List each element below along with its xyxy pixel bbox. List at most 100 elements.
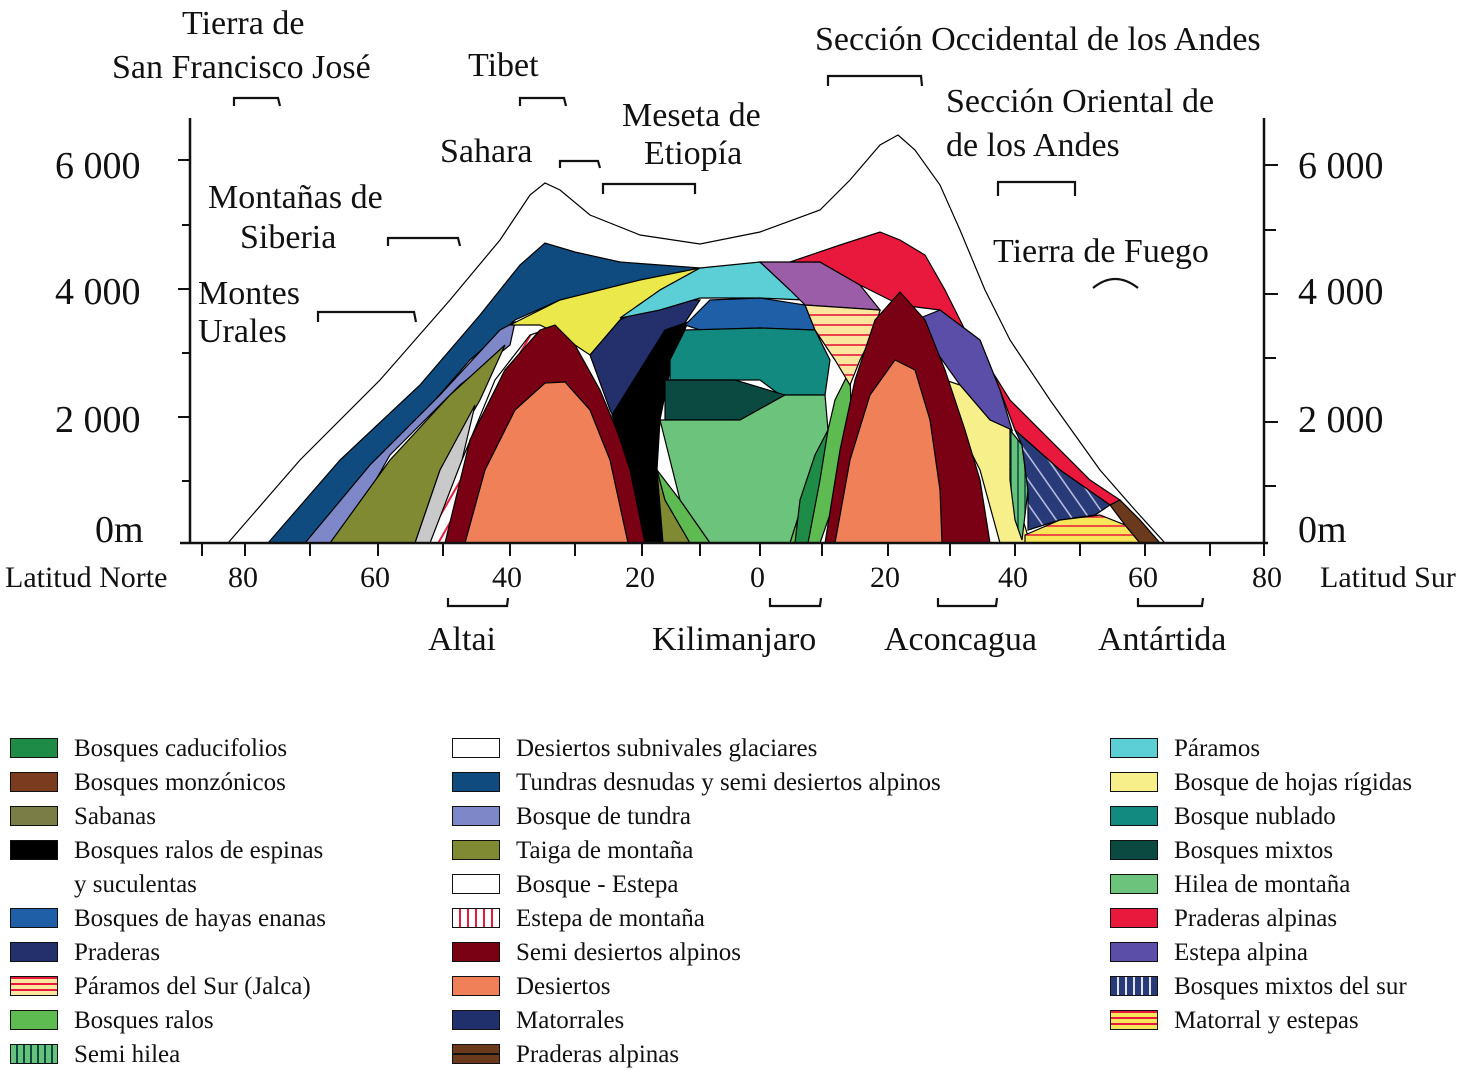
bracket-tierra-sfj — [232, 96, 282, 107]
label-antartida: Antártida — [1098, 621, 1226, 658]
label-urales-1: Montes — [198, 275, 300, 312]
label-kilimanjaro: Kilimanjaro — [652, 621, 816, 658]
x-tick-n80: 80 — [228, 561, 258, 594]
legend-label: Bosques monzónicos — [74, 769, 286, 796]
legend-label: Bosques mixtos del sur — [1174, 973, 1407, 1000]
zone-praderas-alpinas — [789, 231, 1122, 506]
legend-swatch — [452, 772, 500, 792]
x-tick-n40: 40 — [492, 561, 522, 594]
legend-label: Semi hilea — [74, 1041, 181, 1068]
legend: Bosques caducifolios Bosques monzónicos Sa… — [0, 728, 1480, 1080]
label-meseta-1: Meseta de — [622, 97, 761, 134]
x-tick-n60: 60 — [360, 561, 390, 594]
legend-swatch — [1110, 976, 1158, 996]
legend-label: Páramos del Sur (Jalca) — [74, 973, 311, 1000]
legend-swatch — [10, 738, 58, 758]
legend-label: Praderas — [74, 939, 161, 966]
legend-swatch — [10, 840, 58, 860]
legend-label: Estepa de montaña — [516, 905, 705, 932]
x-ticks — [201, 543, 1265, 556]
label-siberia-2: Siberia — [240, 219, 336, 256]
bracket-siberia — [386, 236, 462, 247]
label-sahara: Sahara — [440, 133, 533, 170]
legend-swatch — [452, 908, 500, 928]
bracket-aconcagua — [936, 597, 999, 608]
y-ticks-left — [178, 159, 190, 482]
legend-label: Hilea de montaña — [1174, 871, 1351, 898]
legend-swatch — [1110, 806, 1158, 826]
label-seccion-occ: Sección Occidental de los Andes — [815, 21, 1261, 58]
legend-label: Desiertos subnivales glaciares — [516, 735, 818, 762]
legend-swatch — [452, 806, 500, 826]
legend-swatch — [452, 942, 500, 962]
legend-swatch — [1110, 840, 1158, 860]
legend-swatch — [452, 874, 500, 894]
legend-label: Semi desiertos alpinos — [516, 939, 741, 966]
legend-label: Bosques mixtos — [1174, 837, 1334, 864]
x-tick-0: 0 — [750, 561, 765, 594]
legend-swatch — [1110, 908, 1158, 928]
bracket-seccion-occ — [826, 74, 924, 87]
label-seccion-ori-1: Sección Oriental de — [946, 83, 1214, 120]
legend-label: Bosques caducifolios — [74, 735, 288, 762]
legend-label: Praderas alpinas — [516, 1041, 680, 1068]
legend-swatch — [10, 772, 58, 792]
legend-label: Sabanas — [74, 803, 156, 830]
legend-label: Matorrales — [516, 1007, 625, 1034]
legend-swatch — [1110, 772, 1158, 792]
label-urales-2: Urales — [198, 313, 287, 350]
legend-swatch — [1110, 738, 1158, 758]
legend-swatch — [1110, 942, 1158, 962]
legend-swatch — [1110, 874, 1158, 894]
x-tick-s60: 60 — [1128, 561, 1158, 594]
label-tierra-sfj-1: Tierra de — [182, 5, 304, 42]
label-meseta-2: Etiopía — [644, 135, 742, 172]
legend-swatch — [452, 840, 500, 860]
legend-swatch — [10, 908, 58, 928]
label-tierra-sfj-2: San Francisco José — [112, 49, 371, 86]
legend-swatch — [452, 976, 500, 996]
vegetation-belt-diagram: 6 000 4 000 2 000 0m 6 000 4 000 2 000 0… — [5, 5, 1456, 658]
bracket-tibet — [518, 96, 568, 107]
y-tick-right-6000: 6 000 — [1298, 145, 1384, 187]
legend-label: Taiga de montaña — [516, 837, 694, 864]
legend-label: Bosque de hojas rígidas — [1174, 769, 1413, 796]
legend-label: Bosque - Estepa — [516, 871, 679, 898]
legend-label: Estepa alpina — [1174, 939, 1308, 966]
x-tick-n20: 20 — [625, 561, 655, 594]
y-tick-right-0: 0m — [1298, 509, 1347, 551]
label-siberia-1: Montañas de — [208, 179, 383, 216]
bracket-kilimanjaro — [768, 597, 823, 608]
label-seccion-ori-2: de los Andes — [946, 127, 1120, 164]
legend-swatch — [452, 1010, 500, 1030]
y-tick-left-4000: 4 000 — [55, 271, 141, 313]
legend-label: Bosques ralos de espinas — [74, 837, 324, 864]
legend-label: Bosque nublado — [1174, 803, 1336, 830]
legend-swatch — [10, 942, 58, 962]
legend-label: Praderas alpinas — [1174, 905, 1338, 932]
bracket-sahara — [558, 159, 602, 169]
y-tick-left-2000: 2 000 — [55, 399, 141, 441]
legend-label: Bosques de hayas enanas — [74, 905, 327, 932]
zone-desiertos-north — [464, 381, 629, 544]
x-tick-s40: 40 — [998, 561, 1028, 594]
legend-swatch — [10, 976, 58, 996]
y-tick-left-0: 0m — [95, 509, 144, 551]
legend-label: Desiertos — [516, 973, 611, 1000]
legend-swatch — [10, 806, 58, 826]
zone-desiertos-south — [834, 359, 943, 544]
bracket-seccion-ori — [996, 180, 1077, 196]
legend-swatch — [452, 1044, 500, 1064]
y-ticks-right — [1264, 164, 1278, 487]
x-tick-s80: 80 — [1252, 561, 1282, 594]
legend-label: Bosques ralos — [74, 1007, 214, 1034]
bracket-urales — [316, 310, 418, 323]
y-tick-right-2000: 2 000 — [1298, 399, 1384, 441]
bracket-antartida — [1136, 597, 1205, 608]
label-tibet: Tibet — [468, 47, 539, 84]
legend-label: Páramos — [1174, 735, 1261, 762]
legend-label: y suculentas — [74, 871, 197, 898]
y-tick-left-6000: 6 000 — [55, 145, 141, 187]
x-axis-left-label: Latitud Norte — [5, 561, 167, 594]
legend-swatch — [10, 1010, 58, 1030]
